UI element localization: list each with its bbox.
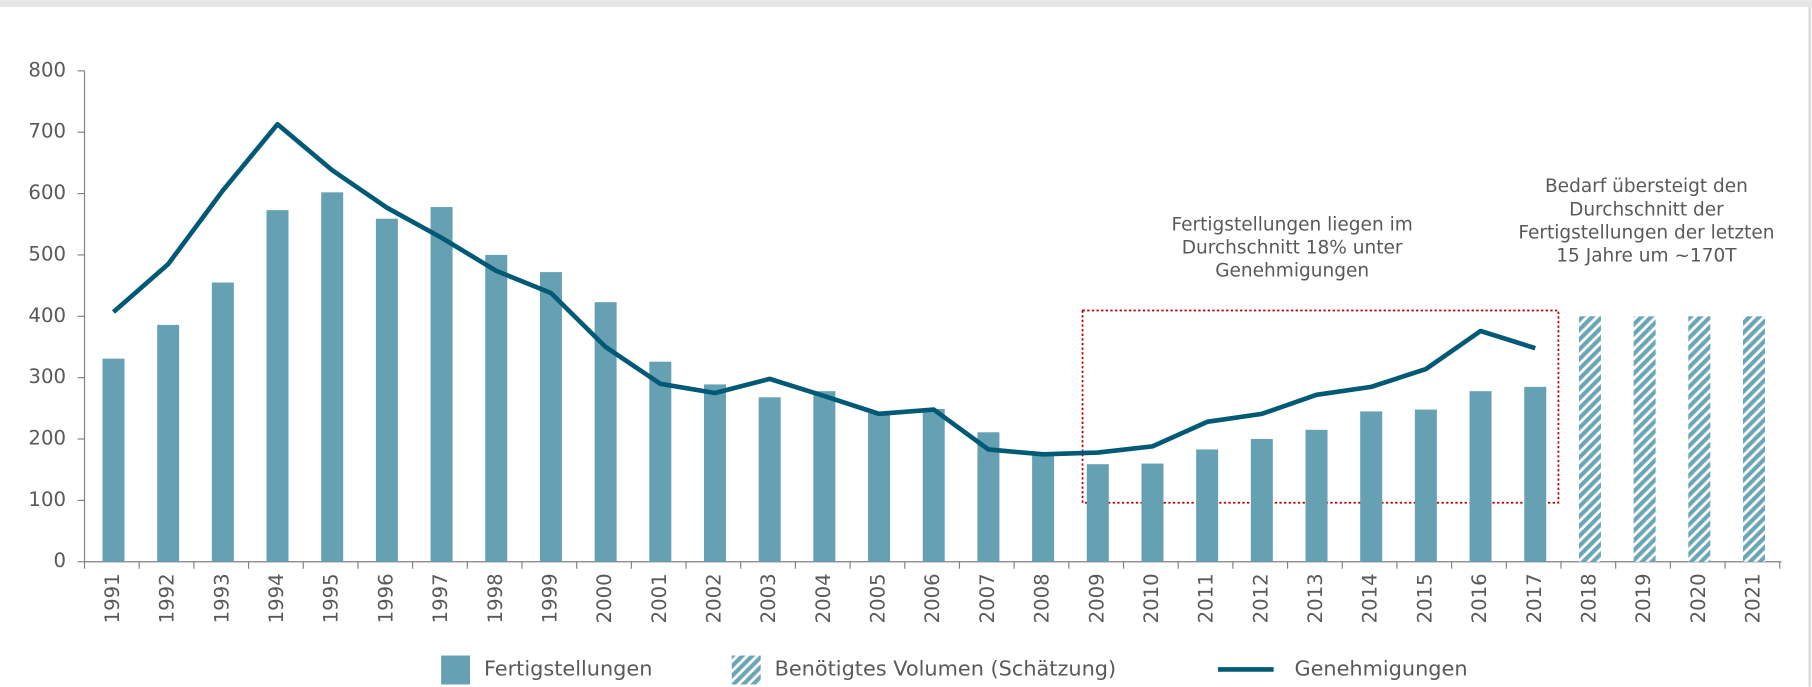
bar (485, 254, 508, 562)
annotation: Fertigstellungen der letzten (1518, 222, 1774, 243)
hatched-bar (1742, 316, 1765, 562)
y-tick-label: 500 (28, 242, 66, 265)
bar (1524, 386, 1547, 562)
y-tick-label: 0 (53, 549, 66, 572)
bar (758, 397, 781, 562)
x-tick-label: 1997 (429, 573, 452, 623)
top-bar (0, 0, 1812, 8)
highlight-box (1081, 309, 1560, 504)
annotation: Genehmigungen (1215, 261, 1369, 282)
x-tick-label: 2013 (1304, 573, 1327, 623)
bar (1196, 449, 1219, 562)
x-tick-label: 2001 (648, 573, 671, 623)
legend-label: Genehmigungen (1294, 656, 1467, 680)
annotation: Durchschnitt 18% unter (1182, 237, 1403, 258)
legend-label: Fertigstellungen (484, 656, 652, 680)
x-tick-label: 2016 (1468, 573, 1491, 623)
y-tick-label: 200 (28, 427, 66, 450)
bar (266, 210, 289, 562)
bar (977, 432, 1000, 562)
x-tick-label: 2010 (1140, 573, 1163, 623)
x-tick-label: 1991 (101, 573, 124, 623)
y-tick-label: 300 (28, 365, 66, 388)
bar (102, 358, 125, 562)
annotation: Bedarf übersteigt den (1545, 176, 1748, 197)
x-tick-label: 1994 (265, 573, 288, 623)
y-tick-label: 800 (28, 58, 66, 81)
bar (813, 391, 836, 562)
bar (157, 324, 180, 562)
bar (539, 272, 562, 562)
x-tick-label: 1995 (320, 573, 343, 623)
x-tick-label: 2011 (1195, 573, 1218, 623)
bar (1086, 464, 1109, 562)
bar (375, 218, 398, 562)
x-tick-label: 2014 (1359, 573, 1382, 623)
x-tick-label: 2021 (1741, 573, 1764, 623)
x-tick-label: 2002 (702, 573, 725, 623)
annotation: Durchschnitt der (1569, 199, 1724, 220)
legend-swatch (441, 655, 471, 685)
bar (1305, 429, 1328, 562)
legend-label: Benötigtes Volumen (Schätzung) (775, 656, 1117, 680)
x-tick-label: 2005 (867, 573, 890, 623)
x-tick-label: 1996 (374, 573, 397, 623)
line (111, 121, 1536, 457)
x-tick-label: 1993 (210, 573, 233, 623)
bar (594, 302, 617, 562)
bar (922, 408, 945, 562)
bar (1032, 453, 1055, 562)
x-tick-label: 2019 (1632, 573, 1655, 623)
x-tick-label: 2000 (593, 573, 616, 623)
annotation: Fertigstellungen liegen im (1172, 214, 1413, 235)
bar (703, 384, 726, 562)
bar (430, 207, 453, 562)
bar (1414, 409, 1437, 562)
x-tick-label: 1998 (484, 573, 507, 623)
bar (868, 413, 891, 562)
x-tick-label: 2007 (976, 573, 999, 623)
x-tick-label: 1999 (538, 573, 561, 623)
x-tick-label: 2015 (1413, 573, 1436, 623)
x-tick-label: 2004 (812, 573, 835, 623)
x-tick-label: 2006 (921, 573, 944, 623)
bar (1469, 391, 1492, 562)
y-tick-label: 400 (28, 304, 66, 327)
x-tick-label: 2003 (757, 573, 780, 623)
hatched-bar (1578, 316, 1601, 562)
x-tick-label: 2012 (1249, 573, 1272, 623)
bar (1141, 463, 1164, 562)
annotation: 15 Jahre um ~170T (1556, 246, 1737, 267)
x-tick-label: 2017 (1523, 573, 1546, 623)
x-tick-label: 2020 (1687, 573, 1710, 623)
y-tick-label: 600 (28, 181, 66, 204)
bar (649, 361, 672, 562)
hatched-bar (1633, 316, 1656, 562)
bar (211, 282, 234, 562)
hatched-bar (1688, 316, 1711, 562)
x-tick-label: 2018 (1577, 573, 1600, 623)
x-tick-label: 2008 (1031, 573, 1054, 623)
bar (1250, 439, 1273, 562)
y-tick-label: 700 (28, 120, 66, 143)
x-tick-label: 2009 (1085, 573, 1108, 623)
bar (1360, 411, 1383, 562)
bar (321, 192, 344, 562)
legend-swatch (731, 655, 761, 685)
y-tick-label: 100 (28, 488, 66, 511)
x-tick-label: 1992 (156, 573, 179, 623)
